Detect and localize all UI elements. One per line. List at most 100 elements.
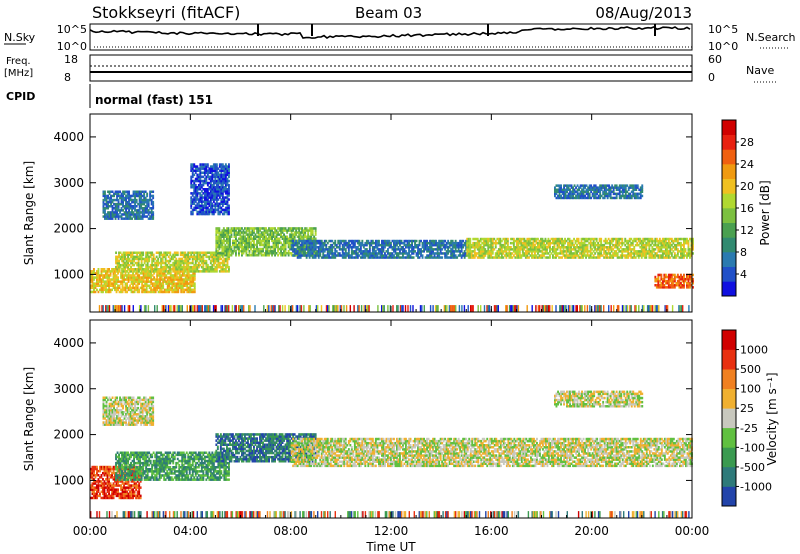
heatmap-cell bbox=[298, 249, 301, 253]
heatmap-cell bbox=[230, 235, 233, 238]
heatmap-cell bbox=[298, 235, 301, 238]
heatmap-cell bbox=[132, 278, 134, 281]
heatmap-cell bbox=[290, 237, 293, 240]
heatmap-cell bbox=[166, 280, 169, 283]
heatmap-cell bbox=[304, 233, 307, 236]
heatmap-cell bbox=[135, 194, 138, 198]
heatmap-cell bbox=[136, 288, 139, 292]
heatmap-cell bbox=[138, 205, 141, 208]
heatmap-cell bbox=[232, 239, 234, 243]
heatmap-cell bbox=[133, 259, 135, 263]
heatmap-cell bbox=[192, 272, 195, 275]
heatmap-cell bbox=[126, 215, 129, 218]
heatmap-cell bbox=[174, 278, 177, 281]
heatmap-cell bbox=[142, 253, 145, 257]
heatmap-cell bbox=[124, 282, 127, 285]
heatmap-cell bbox=[280, 231, 282, 234]
heatmap-cell bbox=[272, 235, 275, 238]
heatmap-cell bbox=[109, 272, 112, 275]
heatmap-cell bbox=[254, 243, 257, 247]
heatmap-cell bbox=[228, 257, 230, 261]
heatmap-cell bbox=[253, 247, 255, 251]
heatmap-cell bbox=[122, 217, 124, 220]
heatmap-cell bbox=[220, 268, 223, 271]
heatmap-cell bbox=[123, 190, 126, 193]
heatmap-cell bbox=[227, 243, 230, 247]
heatmap-cell bbox=[104, 190, 106, 193]
heatmap-cell bbox=[116, 268, 119, 271]
heatmap-cell bbox=[119, 196, 121, 200]
heatmap-cell bbox=[222, 227, 225, 230]
heatmap-cell bbox=[116, 261, 119, 265]
heatmap-cell bbox=[121, 276, 124, 279]
heatmap-cell bbox=[193, 290, 196, 294]
heatmap-cell bbox=[125, 270, 128, 273]
heatmap-cell bbox=[253, 227, 255, 230]
heatmap-cell bbox=[235, 231, 237, 234]
heatmap-cell bbox=[123, 278, 125, 281]
heatmap-cell bbox=[290, 254, 293, 257]
heatmap-cell bbox=[172, 268, 175, 271]
heatmap-cell bbox=[139, 286, 142, 290]
heatmap-cell bbox=[181, 251, 184, 254]
heatmap-cell bbox=[219, 231, 222, 234]
heatmap-cell bbox=[187, 282, 190, 285]
heatmap-cell bbox=[310, 235, 313, 238]
heatmap-cell bbox=[159, 272, 162, 275]
heatmap-cell bbox=[173, 251, 176, 254]
heatmap-cell bbox=[284, 229, 287, 232]
heatmap-cell bbox=[269, 233, 272, 236]
heatmap-cell bbox=[186, 290, 189, 294]
heatmap-cell bbox=[117, 286, 119, 290]
heatmap-cell bbox=[181, 274, 184, 277]
heatmap-cell bbox=[277, 227, 279, 230]
heatmap-cell bbox=[133, 288, 136, 292]
heatmap-cell bbox=[314, 227, 317, 230]
heatmap-cell bbox=[157, 257, 160, 261]
heatmap-cell bbox=[301, 252, 304, 255]
heatmap-cell bbox=[126, 276, 128, 279]
heatmap-cell bbox=[154, 263, 157, 267]
heatmap-cell bbox=[238, 231, 240, 234]
heatmap-cell bbox=[91, 282, 94, 285]
heatmap-cell bbox=[239, 249, 242, 253]
heatmap-cell bbox=[248, 249, 251, 253]
heatmap-cell bbox=[128, 268, 131, 271]
heatmap-cell bbox=[184, 253, 187, 257]
heatmap-cell bbox=[202, 261, 205, 265]
heatmap-cell bbox=[214, 268, 217, 271]
heatmap-cell bbox=[215, 243, 218, 247]
heatmap-cell bbox=[153, 276, 156, 279]
heatmap-cell bbox=[230, 252, 233, 255]
heatmap-cell bbox=[193, 284, 196, 287]
heatmap-cell bbox=[254, 237, 257, 240]
heatmap-cell bbox=[134, 190, 136, 193]
heatmap-cell bbox=[167, 255, 170, 259]
heatmap-cell bbox=[175, 263, 178, 267]
heatmap-cell bbox=[176, 251, 179, 254]
heatmap-cell bbox=[162, 282, 165, 285]
heatmap-cell bbox=[298, 231, 301, 234]
heatmap-cell bbox=[100, 290, 103, 294]
heatmap-cell bbox=[191, 255, 194, 259]
heatmap-cell bbox=[115, 276, 118, 279]
heatmap-cell bbox=[141, 290, 144, 294]
heatmap-cell bbox=[140, 251, 143, 254]
heatmap-cell bbox=[220, 265, 223, 269]
heatmap-cell bbox=[245, 252, 248, 255]
heatmap-cell bbox=[158, 251, 161, 254]
heatmap-cell bbox=[104, 198, 106, 202]
heatmap-cell bbox=[131, 255, 134, 259]
heatmap-cell bbox=[130, 253, 132, 257]
heatmap-cell bbox=[216, 245, 219, 249]
heatmap-cell bbox=[180, 278, 183, 281]
heatmap-cell bbox=[160, 268, 163, 271]
heatmap-cell bbox=[164, 257, 167, 261]
heatmap-cell bbox=[149, 253, 152, 257]
heatmap-cell bbox=[228, 270, 230, 273]
heatmap-cell bbox=[192, 288, 195, 292]
heatmap-cell bbox=[136, 284, 139, 287]
heatmap-cell bbox=[278, 233, 281, 236]
heatmap-cell bbox=[281, 245, 284, 249]
heatmap-cell bbox=[188, 251, 191, 254]
